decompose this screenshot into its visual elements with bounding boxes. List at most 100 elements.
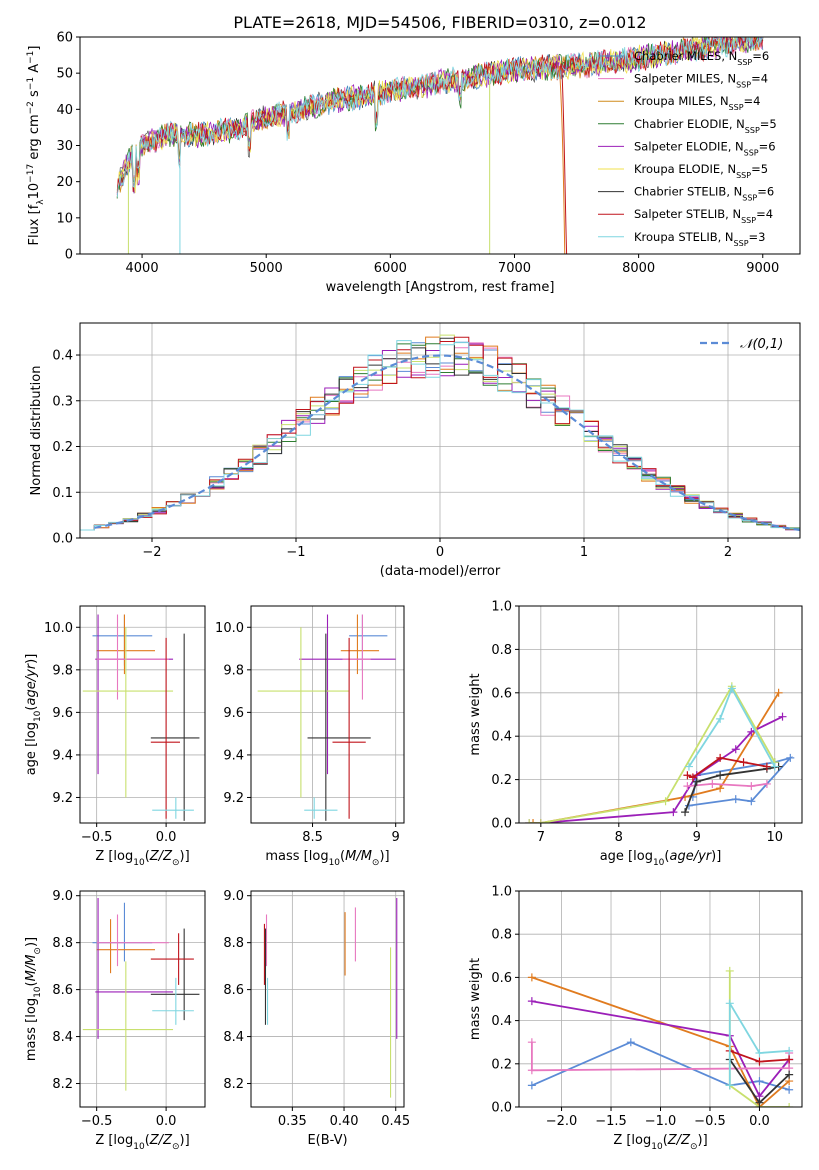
y-axis-label: age [log10(age/yr)] <box>24 654 43 776</box>
y-tick-label: 0.2 <box>491 1057 512 1072</box>
legend-entry: Chabrier STELIB, NSSP=6 <box>634 185 774 203</box>
weight-marker <box>747 782 756 791</box>
axes-frame <box>79 605 206 824</box>
axes-frame <box>79 36 801 255</box>
x-axis-label: age [log10(age/yr)] <box>600 849 722 868</box>
weight-marker <box>536 819 545 823</box>
weight-marker <box>755 1098 764 1107</box>
x-axis-label: (data-model)/error <box>380 564 501 579</box>
legend-entry: Chabrier ELODIE, NSSP=5 <box>634 117 777 135</box>
weight-marker <box>716 753 725 762</box>
y-tick-label: 8.4 <box>223 1030 244 1045</box>
y-tick-label: 0.6 <box>491 971 512 986</box>
y-tick-label: 9.0 <box>52 889 73 904</box>
x-tick-label: 6000 <box>374 261 407 276</box>
histogram-series <box>80 340 800 531</box>
y-tick-label: 10 <box>56 211 73 226</box>
weight-marker <box>527 1038 536 1047</box>
axes-frame <box>79 890 206 1108</box>
y-tick-label: 10.0 <box>44 621 73 636</box>
y-tick-label: 20 <box>56 175 73 190</box>
spectrum-title: PLATE=2618, MJD=54506, FIBERID=0310, z=0… <box>233 13 646 32</box>
x-tick-label: −0.5 <box>694 1114 726 1129</box>
weight-series-line <box>531 1000 790 1098</box>
y-tick-label: 0.4 <box>491 1014 512 1029</box>
y-tick-label: 8.6 <box>52 983 73 998</box>
y-tick-label: 9.4 <box>223 748 244 763</box>
legend-entry: Kroupa STELIB, NSSP=3 <box>634 230 765 248</box>
x-tick-label: 0.0 <box>749 1114 770 1129</box>
y-tick-label: 8.8 <box>52 936 73 951</box>
y-tick-label: 0.0 <box>491 817 512 832</box>
x-axis-label: Z [log10(Z/Z⊙)] <box>95 1133 189 1152</box>
legend-entry: Chabrier MILES, NSSP=6 <box>634 49 769 67</box>
x-tick-label: 0.45 <box>381 1114 410 1129</box>
weight-marker <box>525 819 534 823</box>
spectrum-spike <box>561 65 568 254</box>
weight-marker <box>725 1081 734 1090</box>
x-axis-label: mass [log10(M/M⊙)] <box>265 849 389 868</box>
axes-frame <box>518 890 803 1108</box>
x-axis-label: Z [log10(Z/Z⊙)] <box>613 1133 707 1152</box>
y-tick-label: 9.8 <box>223 663 244 678</box>
legend-entry: 𝒩(0,1) <box>740 337 783 352</box>
y-axis-label: Normed distribution <box>29 366 44 496</box>
weight-marker <box>774 688 783 697</box>
x-tick-label: 0 <box>436 545 444 560</box>
weight-series-line <box>728 1000 790 1086</box>
y-tick-label: 0.0 <box>491 1101 512 1116</box>
weight-marker <box>747 797 756 806</box>
weight-marker <box>785 1070 794 1079</box>
x-tick-label: 7 <box>537 830 545 845</box>
x-axis-label: wavelength [Angstrom, rest frame] <box>326 280 555 295</box>
weight-marker <box>755 1057 764 1066</box>
weight-marker <box>683 771 692 780</box>
weight-marker <box>529 819 538 823</box>
x-tick-label: −1.5 <box>595 1114 627 1129</box>
x-tick-label: −1.0 <box>645 1114 677 1129</box>
legend-entry: Kroupa ELODIE, NSSP=5 <box>634 162 768 180</box>
weight-marker <box>731 745 740 754</box>
weight-marker <box>661 797 670 806</box>
axes-frame <box>518 605 803 824</box>
y-tick-label: 9.6 <box>223 706 244 721</box>
y-tick-label: 0.4 <box>491 730 512 745</box>
x-tick-label: 0.0 <box>156 830 177 845</box>
y-tick-label: 9.6 <box>52 706 73 721</box>
x-tick-label: 8000 <box>622 261 655 276</box>
y-tick-label: 0.4 <box>52 349 73 364</box>
panel-mass_vs_Z: −0.5 0.0 8.2 8.4 8.6 8.8 9.0 Z [log10(Z/Z⊙)] mas… <box>24 889 206 1152</box>
x-tick-label: −2.0 <box>546 1114 578 1129</box>
y-tick-label: 9.2 <box>223 791 244 806</box>
y-tick-label: 10.0 <box>215 621 244 636</box>
legend-entry: Kroupa MILES, NSSP=4 <box>634 94 760 112</box>
weight-marker <box>681 808 690 817</box>
weight-marker <box>527 997 536 1006</box>
weight-series-line <box>688 686 776 768</box>
weight-marker <box>762 779 771 788</box>
y-axis-label: mass weight <box>468 673 483 755</box>
weight-marker <box>692 777 701 786</box>
panel-mass_weight_vs_age: 7 8 9 10 0.0 0.2 0.4 0.6 0.8 1.0 age [log10(age/yr… <box>468 600 803 868</box>
axes-frame <box>79 322 801 539</box>
y-tick-label: 0.8 <box>491 643 512 658</box>
x-tick-label: 0.40 <box>330 1114 359 1129</box>
weight-marker <box>684 762 693 771</box>
y-tick-label: 60 <box>56 31 73 46</box>
weight-marker <box>770 762 779 771</box>
x-tick-label: 10 <box>766 830 783 845</box>
weight-marker <box>785 1085 794 1094</box>
x-tick-label: 9000 <box>746 261 779 276</box>
x-tick-label: −1 <box>286 545 305 560</box>
normal-reference-curve <box>94 354 800 532</box>
panel-age_vs_Z: −0.5 0.0 9.2 9.4 9.6 9.8 10.0 Z [log10(Z/Z⊙)] ag… <box>24 605 206 868</box>
weight-marker <box>725 999 734 1008</box>
x-tick-label: −0.5 <box>81 830 113 845</box>
spectrum-series-line <box>116 37 764 198</box>
x-tick-label: −2 <box>142 545 161 560</box>
y-tick-label: 0.6 <box>491 686 512 701</box>
weight-series-line <box>529 715 783 823</box>
weight-marker <box>778 712 787 721</box>
x-tick-label: 1 <box>580 545 588 560</box>
y-tick-label: 9.0 <box>223 889 244 904</box>
